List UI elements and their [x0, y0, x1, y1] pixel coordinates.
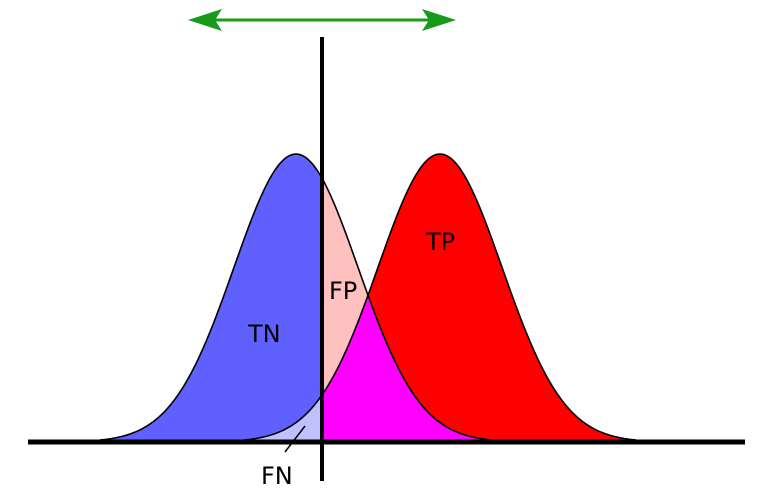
positive-distribution-curve	[243, 153, 637, 441]
true-positive-region	[322, 154, 636, 442]
negative-distribution-left-of-threshold	[100, 154, 322, 442]
fp-label: FP	[329, 277, 357, 305]
arrow-right-head-icon	[422, 9, 456, 31]
fn-label: FN	[261, 462, 293, 490]
threshold-movement-arrow	[188, 9, 456, 31]
false-negative-leader-line	[284, 425, 306, 453]
negative-distribution-curve	[99, 153, 493, 441]
positive-distribution-right-of-threshold	[322, 154, 636, 442]
true-negative-region	[100, 154, 322, 442]
tp-label: TP	[425, 228, 455, 256]
arrow-left-head-icon	[188, 9, 222, 31]
tn-label: TN	[247, 320, 281, 348]
